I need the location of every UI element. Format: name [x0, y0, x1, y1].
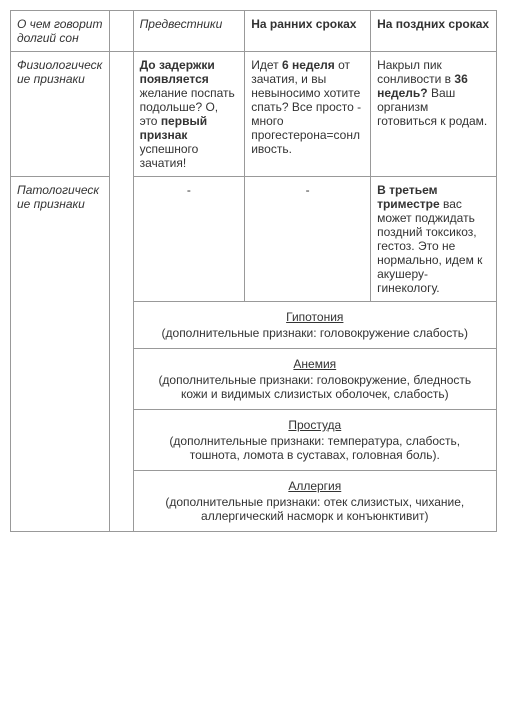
section-allergy-title: Аллергия — [144, 479, 486, 493]
section-hypotension: Гипотония (дополнительные признаки: голо… — [133, 302, 496, 349]
row-phys-precursors: До задержки появляется желание поспать п… — [133, 52, 245, 177]
row-path-late: В третьем триместре вас может поджидать … — [371, 177, 497, 302]
section-anemia-body: (дополнительные признаки: головокружение… — [158, 373, 471, 401]
header-col2 — [109, 11, 133, 52]
path-c5-bold: В третьем триместре — [377, 183, 440, 211]
phys-c4-bold: 6 неделя — [282, 58, 335, 72]
row-physiological: Физиологические признаки До задержки поя… — [11, 52, 497, 177]
phys-c5-pre: Накрыл пик сонливости в — [377, 58, 454, 86]
section-anemia: Анемия (дополнительные признаки: головок… — [133, 349, 496, 410]
phys-c3-end: успешного зачатия! — [140, 142, 199, 170]
row-path-early: - — [245, 177, 371, 302]
path-c5-end: вас может поджидать поздний токсикоз, ге… — [377, 197, 482, 295]
phys-c3-bold1: До задержки появляется — [140, 58, 215, 86]
header-col3: Предвестники — [133, 11, 245, 52]
phys-c4-end: от зачатия, и вы невыносимо хотите спать… — [251, 58, 361, 156]
row-path-label: Патологические признаки — [11, 177, 110, 532]
header-col5: На поздних сроках — [371, 11, 497, 52]
row-phys-late: Накрыл пик сонливости в 36 недель? Ваш о… — [371, 52, 497, 177]
row-phys-label: Физиологические признаки — [11, 52, 110, 177]
sleep-signs-table: О чем говорит долгий сон Предвестники На… — [10, 10, 497, 532]
section-hypotension-body: (дополнительные признаки: головокружение… — [162, 326, 469, 340]
row-pathological: Патологические признаки - - В третьем тр… — [11, 177, 497, 302]
section-cold-title: Простуда — [144, 418, 486, 432]
table-header-row: О чем говорит долгий сон Предвестники На… — [11, 11, 497, 52]
section-allergy-body: (дополнительные признаки: отек слизистых… — [165, 495, 464, 523]
section-anemia-title: Анемия — [144, 357, 486, 371]
row-phys-spacer — [109, 52, 133, 532]
section-cold-body: (дополнительные признаки: температура, с… — [169, 434, 460, 462]
row-path-precursors: - — [133, 177, 245, 302]
row-phys-early: Идет 6 неделя от зачатия, и вы невыносим… — [245, 52, 371, 177]
header-col1: О чем говорит долгий сон — [11, 11, 110, 52]
section-cold: Простуда (дополнительные признаки: темпе… — [133, 410, 496, 471]
section-allergy: Аллергия (дополнительные признаки: отек … — [133, 471, 496, 532]
header-col4: На ранних сроках — [245, 11, 371, 52]
phys-c4-pre: Идет — [251, 58, 282, 72]
section-hypotension-title: Гипотония — [144, 310, 486, 324]
